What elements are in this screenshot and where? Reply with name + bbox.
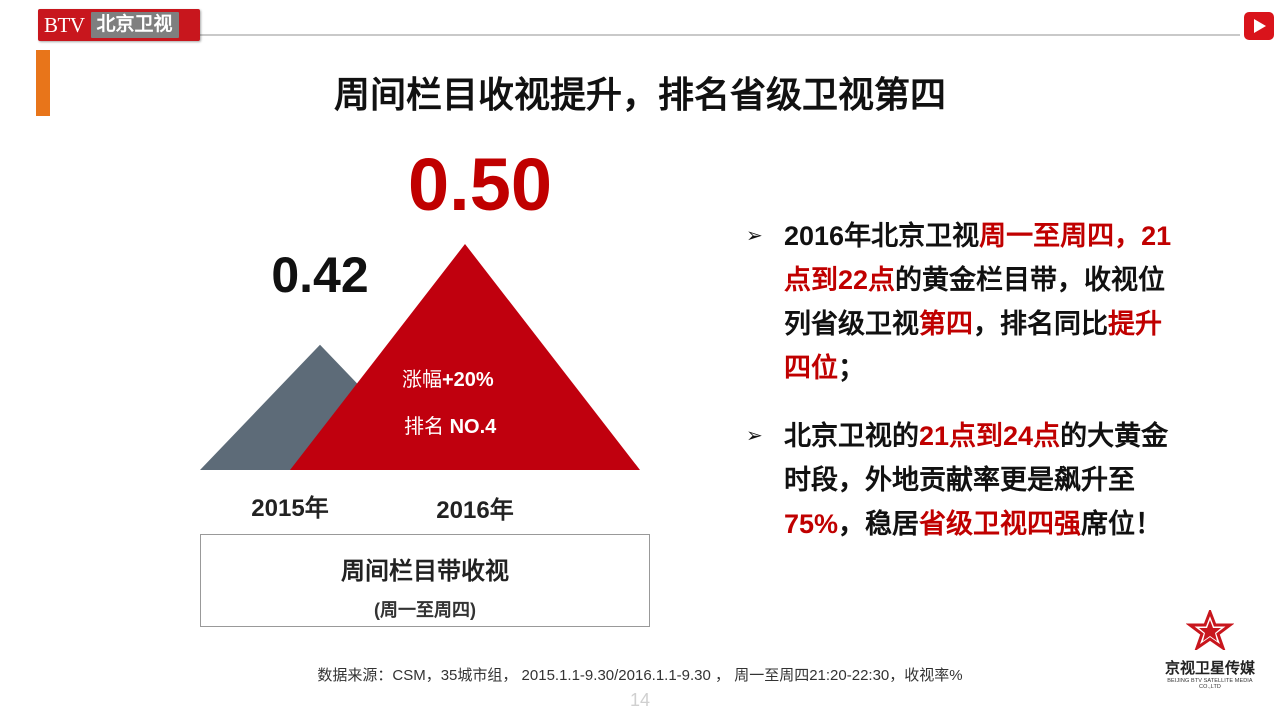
- legend-title: 周间栏目带收视: [341, 558, 509, 585]
- triangle-2016: [290, 244, 640, 470]
- slide-title: 周间栏目收视提升，排名省级卫视第四: [333, 74, 946, 115]
- arrow-bullet-icon: ➢: [746, 425, 763, 447]
- data-source-note: 数据来源：CSM，35城市组， 2015.1.1-9.30/2016.1.1-9…: [317, 667, 963, 684]
- media-logo: 京视卫星传媒 BEIJING BTV SATELLITE MEDIA CO.,L…: [1160, 607, 1260, 690]
- media-logo-en: BEIJING BTV SATELLITE MEDIA CO.,LTD: [1167, 678, 1253, 690]
- rank-value: NO.4: [449, 416, 497, 438]
- growth-value: +20%: [442, 369, 494, 391]
- play-icon[interactable]: [1244, 12, 1274, 40]
- growth-annotation: 涨幅+20%: [402, 363, 494, 392]
- bullet-point-1: ➢ 2016年北京卫视周一至周四，21点到22点的黄金栏目带，收视位列省级卫视第…: [746, 214, 1188, 390]
- page-number: 14: [629, 690, 651, 710]
- star-logo-icon: [1185, 607, 1235, 652]
- logo-cn-text: 北京卫视: [90, 12, 179, 38]
- value-label-2015: 0.42: [271, 247, 369, 303]
- bullet-1-text: 2016年北京卫视周一至周四，21点到22点的黄金栏目带，收视位列省级卫视第四，…: [784, 221, 1172, 383]
- category-label-2016: 2016年: [436, 497, 514, 524]
- logo-btv-text: BTV: [44, 12, 85, 37]
- bullet-point-2: ➢ 北京卫视的21点到24点的大黄金时段，外地贡献率更是飙升至75%，稳居省级卫…: [746, 414, 1188, 546]
- header-divider: [200, 34, 1240, 36]
- rank-label: 排名: [404, 416, 444, 438]
- arrow-bullet-icon: ➢: [746, 225, 763, 247]
- value-label-2016: 0.50: [407, 143, 553, 226]
- title-accent-bar: [36, 50, 50, 116]
- rank-annotation: 排名 NO.4: [404, 410, 496, 439]
- chart-legend-box: 周间栏目带收视 (周一至周四): [200, 534, 650, 627]
- category-label-2015: 2015年: [251, 495, 329, 522]
- media-logo-cn: 京视卫星传媒: [1164, 660, 1255, 677]
- btv-logo: BTV 北京卫视: [38, 9, 200, 41]
- bullet-2-text: 北京卫视的21点到24点的大黄金时段，外地贡献率更是飙升至75%，稳居省级卫视四…: [784, 421, 1169, 539]
- ratings-chart: [200, 244, 640, 470]
- legend-subtitle: (周一至周四): [374, 600, 476, 620]
- growth-label: 涨幅: [402, 369, 442, 391]
